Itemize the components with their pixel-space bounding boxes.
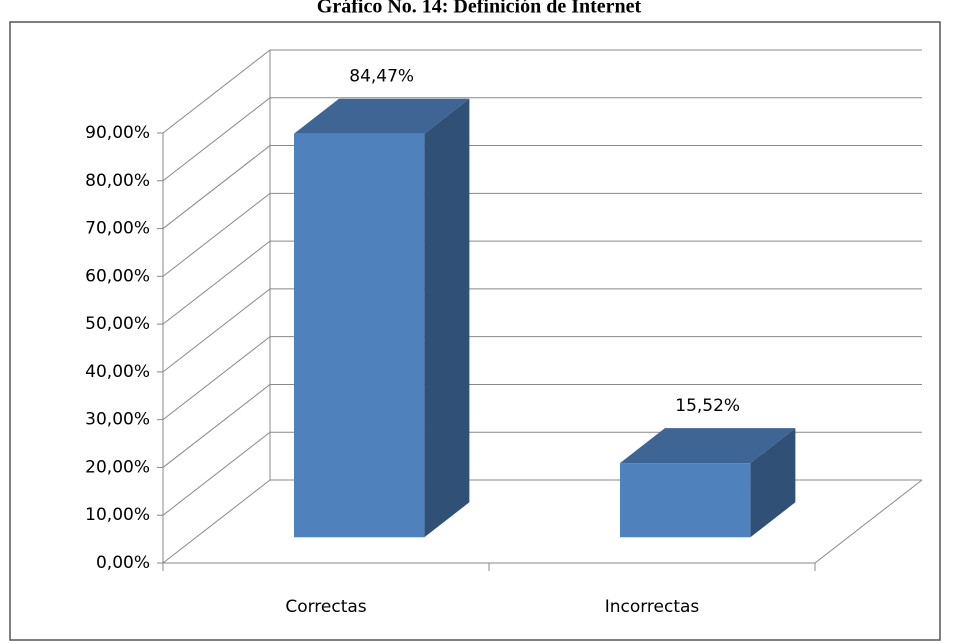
y-tick-label: 40,00% <box>85 362 150 382</box>
bar-side <box>750 428 796 538</box>
grid-line <box>162 49 271 134</box>
x-tick-label: Correctas <box>285 597 366 617</box>
bar-top <box>293 98 470 134</box>
bar-top <box>619 428 796 464</box>
grid-line <box>162 145 271 229</box>
y-tick-label: 10,00% <box>85 505 150 525</box>
grid-line <box>162 384 271 468</box>
grid-line <box>162 479 271 564</box>
chart-title: Gráfico No. 14: Definición de Internet <box>317 0 642 18</box>
grid-line <box>162 288 271 373</box>
x-tick-label: Incorrectas <box>605 597 700 617</box>
value-label: 15,52% <box>675 396 740 416</box>
y-tick-label: 50,00% <box>85 314 150 334</box>
grid-line <box>162 192 271 277</box>
grid-line <box>162 336 271 421</box>
bar-side <box>424 98 470 538</box>
y-tick-label: 60,00% <box>85 266 150 286</box>
bar <box>293 133 425 538</box>
y-tick-label: 70,00% <box>85 219 150 239</box>
chart-frame <box>9 21 941 641</box>
y-tick-label: 90,00% <box>85 123 150 143</box>
value-label: 84,47% <box>349 67 414 87</box>
y-tick-label: 30,00% <box>85 410 150 430</box>
floor-right-edge <box>814 479 923 564</box>
grid-line <box>162 240 271 325</box>
y-tick-label: 20,00% <box>85 457 150 477</box>
grid-line <box>162 431 271 516</box>
y-tick-label: 80,00% <box>85 171 150 191</box>
y-tick-label: 0,00% <box>96 553 150 573</box>
bar <box>619 463 751 538</box>
grid-line <box>162 97 271 182</box>
